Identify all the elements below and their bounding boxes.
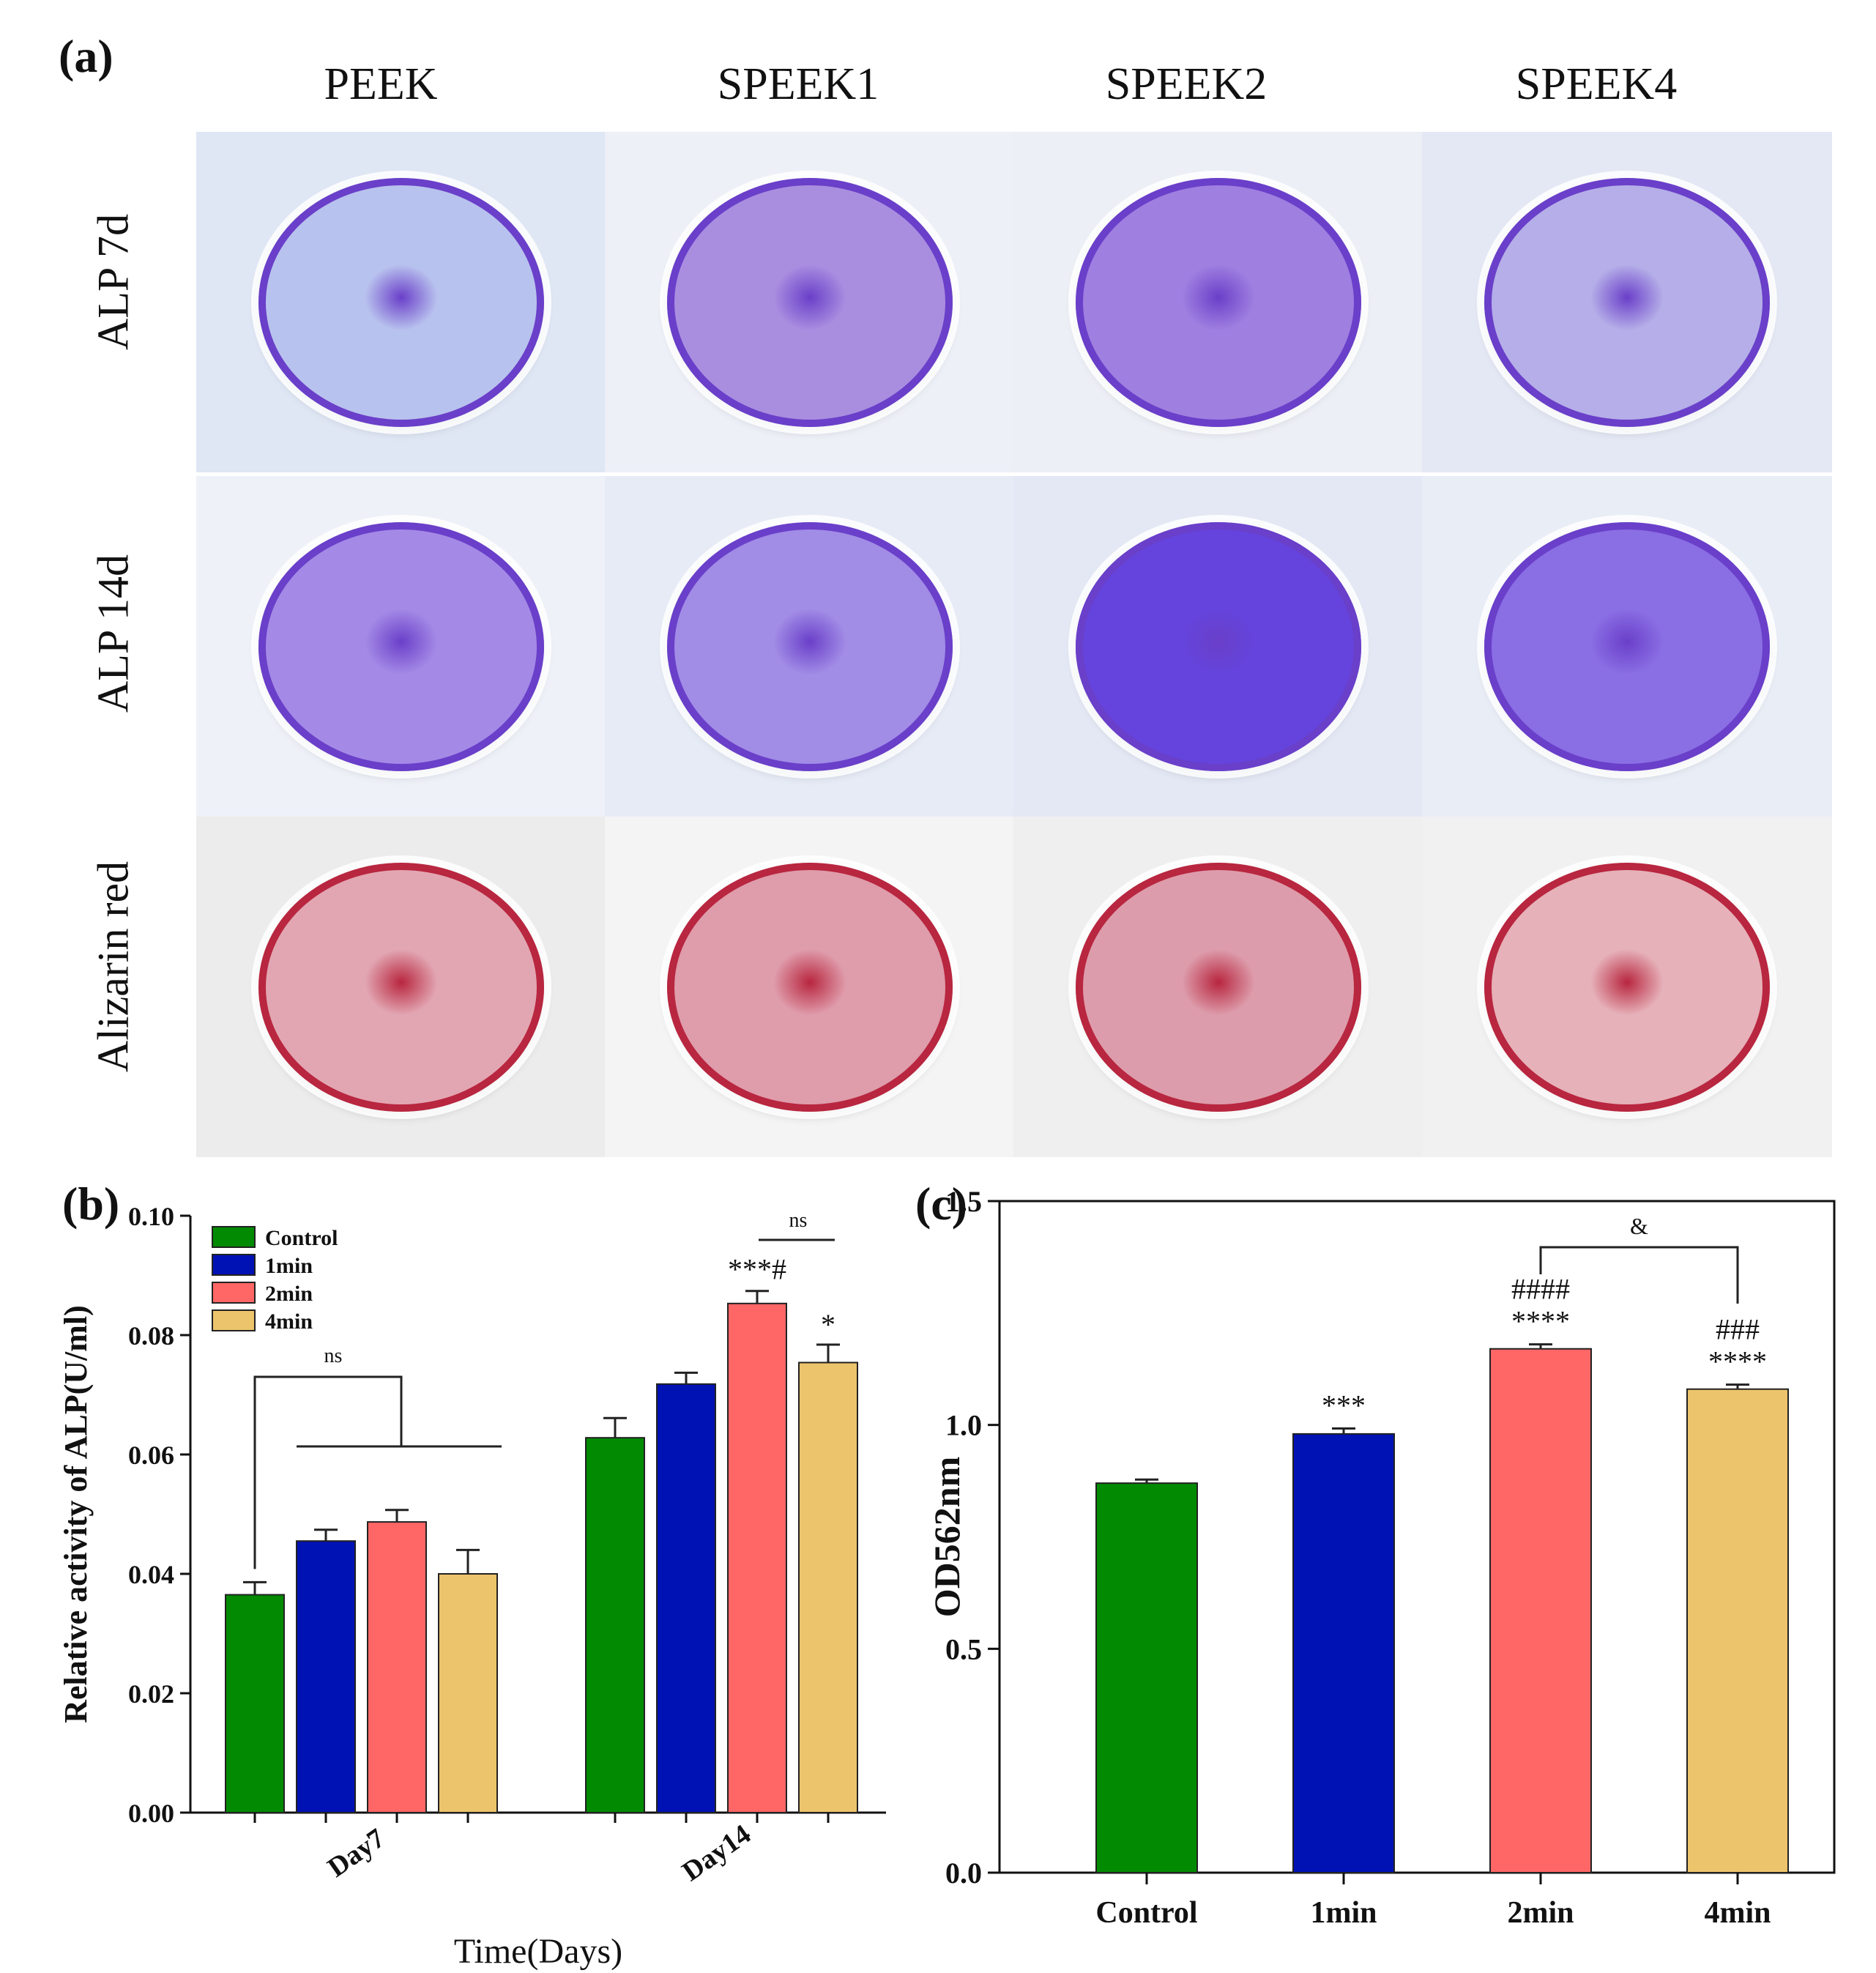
- y-tick-label: 0.00: [128, 1799, 174, 1828]
- panel-a-label: (a): [59, 30, 113, 82]
- legend-label-1min: 1min: [265, 1254, 313, 1278]
- x-axis-title: Time(Days): [454, 1932, 622, 1971]
- y-tick-label: 0.10: [128, 1202, 174, 1231]
- bar-control-day14: [585, 1437, 645, 1814]
- x-tick-label-day14: Day14: [677, 1818, 756, 1887]
- y-axis-title: Relative activity of ALP(U/ml): [58, 1305, 94, 1723]
- column-header-speek2: SPEEK2: [1105, 59, 1268, 109]
- comparison-bracket: [1539, 1246, 1739, 1304]
- column-header-peek: PEEK: [324, 59, 438, 109]
- significance-4min: ###: [1716, 1313, 1760, 1346]
- column-header-speek1: SPEEK1: [717, 59, 879, 109]
- y-tick-label: 0.0: [945, 1857, 982, 1890]
- culture-dish: [258, 521, 544, 771]
- culture-dish: [258, 862, 544, 1112]
- y-tick-label: 1.5: [945, 1185, 982, 1218]
- bar-2min: [1489, 1348, 1592, 1873]
- legend-swatch-4min: [212, 1309, 256, 1331]
- stain-photo-alp7-peek: [196, 132, 606, 472]
- comparison-bracket-label: &: [1630, 1213, 1648, 1239]
- bar-4min-day14: [798, 1361, 858, 1813]
- culture-dish: [667, 177, 953, 427]
- stain-photo-alp14-speek1: [605, 476, 1015, 817]
- y-tick-label: 0.5: [945, 1632, 982, 1665]
- stain-photo-alizarin-speek4: [1422, 817, 1832, 1157]
- stain-photo-alizarin-peek: [196, 817, 606, 1157]
- legend-label-2min: 2min: [265, 1282, 313, 1306]
- day7-bracket-label: ns: [324, 1345, 343, 1367]
- culture-dish: [1484, 177, 1770, 427]
- bar-control-day7: [225, 1594, 285, 1813]
- legend-label-control: Control: [265, 1226, 338, 1250]
- stain-photo-alp7-speek2: [1013, 132, 1423, 472]
- y-tick-label: 0.06: [128, 1441, 174, 1470]
- bar-4min-day7: [438, 1573, 498, 1813]
- x-tick-label-day7: Day7: [322, 1823, 390, 1884]
- stain-photo-alp7-speek4: [1422, 132, 1832, 472]
- bar-1min: [1292, 1433, 1395, 1873]
- stain-photo-alp7-speek1: [605, 132, 1015, 472]
- stain-photo-alizarin-speek2: [1013, 817, 1423, 1157]
- stain-photo-alp14-speek2: [1013, 476, 1423, 817]
- plot-frame: [998, 1200, 1836, 1874]
- legend-swatch-1min: [212, 1254, 256, 1276]
- panel-c-label: (c): [915, 1178, 967, 1230]
- culture-dish: [1484, 521, 1770, 771]
- y-axis-title: OD562nm: [926, 1457, 967, 1617]
- bar-4min: [1686, 1388, 1789, 1873]
- legend-label-4min: 4min: [265, 1309, 313, 1334]
- day7-bracket: [253, 1375, 403, 1569]
- y-tick-label: 0.04: [128, 1560, 174, 1589]
- culture-dish: [1076, 521, 1361, 771]
- bar-1min-day14: [656, 1383, 716, 1813]
- bar-2min-day14: [727, 1302, 787, 1814]
- culture-dish: [1484, 862, 1770, 1112]
- x-tick-label-1min: 1min: [1310, 1896, 1377, 1930]
- culture-dish: [1076, 862, 1361, 1112]
- significance-4min: ****: [1708, 1345, 1767, 1378]
- legend-swatch-2min: [212, 1282, 256, 1304]
- y-tick-label: 0.02: [128, 1679, 174, 1709]
- significance-2min: ****: [1511, 1305, 1570, 1338]
- significance-2min: ####: [1511, 1273, 1570, 1306]
- bar-control: [1095, 1482, 1198, 1873]
- x-tick-label-2min: 2min: [1507, 1896, 1574, 1930]
- y-tick-label: 1.0: [945, 1409, 982, 1442]
- x-tick-label-control: Control: [1095, 1896, 1197, 1930]
- bar-2min-day7: [367, 1521, 427, 1813]
- bar-1min-day7: [296, 1540, 356, 1814]
- column-header-speek4: SPEEK4: [1515, 59, 1678, 109]
- stain-photo-alp14-speek4: [1422, 476, 1832, 817]
- culture-dish: [1076, 177, 1361, 427]
- panel-b-label: (b): [62, 1178, 119, 1230]
- stain-photo-alizarin-speek1: [605, 817, 1015, 1157]
- significance-1min: ***: [1322, 1389, 1366, 1422]
- day14-2min-significance: ***#: [728, 1253, 786, 1286]
- y-tick-label: 0.08: [128, 1321, 174, 1350]
- legend-swatch-control: [212, 1226, 256, 1248]
- stain-photo-alp14-peek: [196, 476, 606, 817]
- day14-bracket-label: ns: [789, 1209, 808, 1232]
- day14-4min-significance: *: [821, 1308, 835, 1341]
- x-tick-label-4min: 4min: [1704, 1896, 1771, 1930]
- culture-dish: [667, 521, 953, 771]
- culture-dish: [258, 177, 544, 427]
- culture-dish: [667, 862, 953, 1112]
